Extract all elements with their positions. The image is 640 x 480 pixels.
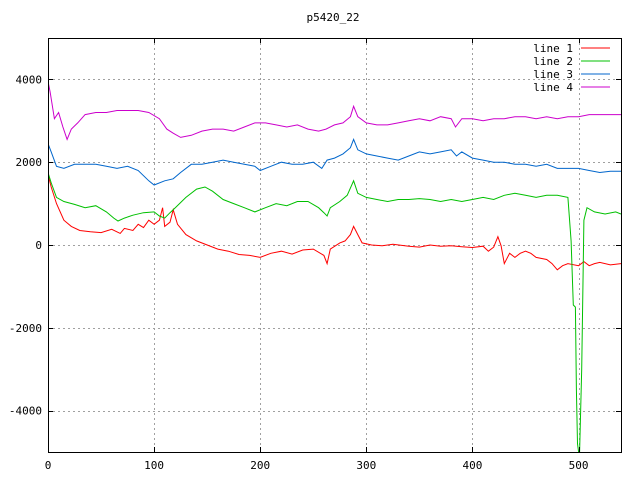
legend-label-3: line 3 bbox=[533, 68, 573, 81]
legend-label-4: line 4 bbox=[533, 81, 573, 94]
y-tick-label: 4000 bbox=[16, 73, 43, 86]
series-line-4 bbox=[48, 81, 621, 141]
legend-label-2: line 2 bbox=[533, 55, 573, 68]
series-lines bbox=[48, 81, 621, 452]
x-tick-label: 400 bbox=[463, 459, 483, 472]
x-tick-label: 200 bbox=[250, 459, 270, 472]
x-tick-label: 500 bbox=[569, 459, 589, 472]
series-line-2 bbox=[48, 172, 621, 452]
axis-ticks: 0 100 200 300 400 500 -4000 -2000 0 2000 4000 bbox=[9, 38, 621, 472]
y-tick-label: 2000 bbox=[16, 156, 43, 169]
series-line-1 bbox=[48, 174, 621, 271]
series-line-3 bbox=[48, 138, 621, 186]
legend-label-1: line 1 bbox=[533, 42, 573, 55]
y-tick-label: -2000 bbox=[9, 322, 42, 335]
x-tick-label: 0 bbox=[45, 459, 52, 472]
x-tick-label: 100 bbox=[144, 459, 164, 472]
x-tick-label: 300 bbox=[356, 459, 376, 472]
chart-title: p5420_22 bbox=[307, 11, 360, 24]
y-tick-label: -4000 bbox=[9, 405, 42, 418]
y-tick-label: 0 bbox=[35, 239, 42, 252]
grid-lines bbox=[48, 38, 621, 452]
